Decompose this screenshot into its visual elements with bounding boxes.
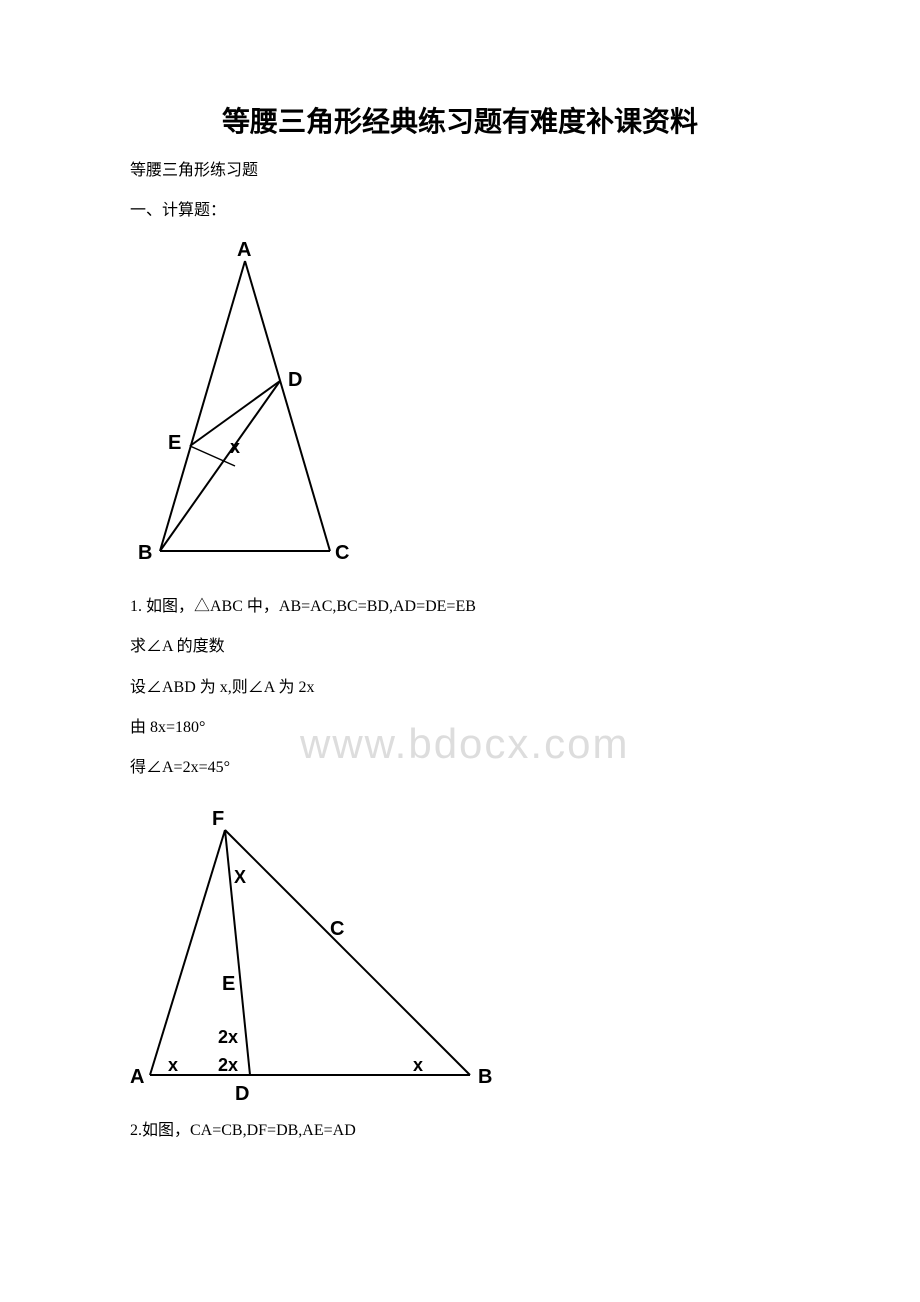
subtitle-text: 等腰三角形练习题 [130, 160, 790, 182]
problem1-line5: 得∠A=2x=45° [130, 757, 790, 779]
label-B: B [138, 542, 152, 564]
problem1-line2: 求∠A 的度数 [130, 636, 790, 658]
label2-xB: x [413, 1055, 423, 1075]
label2-B: B [478, 1066, 492, 1088]
problem1-line3: 设∠ABD 为 x,则∠A 为 2x [130, 677, 790, 699]
diagram-1: A B C D E x [130, 241, 790, 586]
label2-F: F [212, 808, 224, 830]
label2-X: X [234, 867, 246, 887]
problem2-line1: 2.如图，CA=CB,DF=DB,AE=AD [130, 1120, 790, 1142]
page-title: 等腰三角形经典练习题有难度补课资料 [130, 100, 790, 140]
label2-xA: x [168, 1055, 178, 1075]
label-E: E [168, 432, 181, 454]
problem1-line1: 1. 如图，△ABC 中，AB=AC,BC=BD,AD=DE=EB [130, 596, 790, 618]
label2-2x-1: 2x [218, 1027, 238, 1047]
label2-D: D [235, 1083, 249, 1105]
label-C: C [335, 542, 349, 564]
diagram-2: F A B C E D X x x 2x 2x [130, 805, 790, 1110]
label-D: D [288, 369, 302, 391]
label2-E: E [222, 973, 235, 995]
section-heading: 一、计算题： [130, 200, 790, 222]
label2-2x-2: 2x [218, 1055, 238, 1075]
problem1-line4: 由 8x=180° [130, 717, 790, 739]
label2-C: C [330, 918, 344, 940]
label-A: A [237, 241, 251, 261]
label2-A: A [130, 1066, 144, 1088]
label-x1: x [230, 437, 240, 457]
